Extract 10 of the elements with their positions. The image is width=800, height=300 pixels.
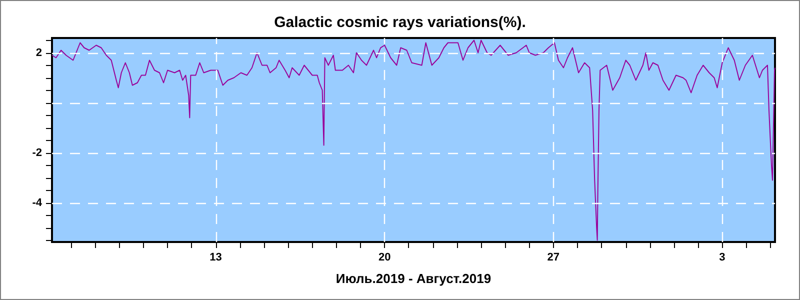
- y-tick-label: 2: [36, 46, 42, 59]
- x-axis-title: Июль.2019 - Август.2019: [336, 271, 492, 286]
- y-tick-label: -4: [32, 196, 43, 209]
- chart-title: Galactic cosmic rays variations(%).: [274, 14, 526, 31]
- line-series: [52, 40, 776, 241]
- x-tick-label: 20: [378, 252, 391, 264]
- y-tick-label: -2: [32, 146, 42, 159]
- x-tick-label: 13: [210, 252, 222, 264]
- x-tick-label: 27: [547, 252, 560, 264]
- x-tick-label: 3: [719, 252, 726, 264]
